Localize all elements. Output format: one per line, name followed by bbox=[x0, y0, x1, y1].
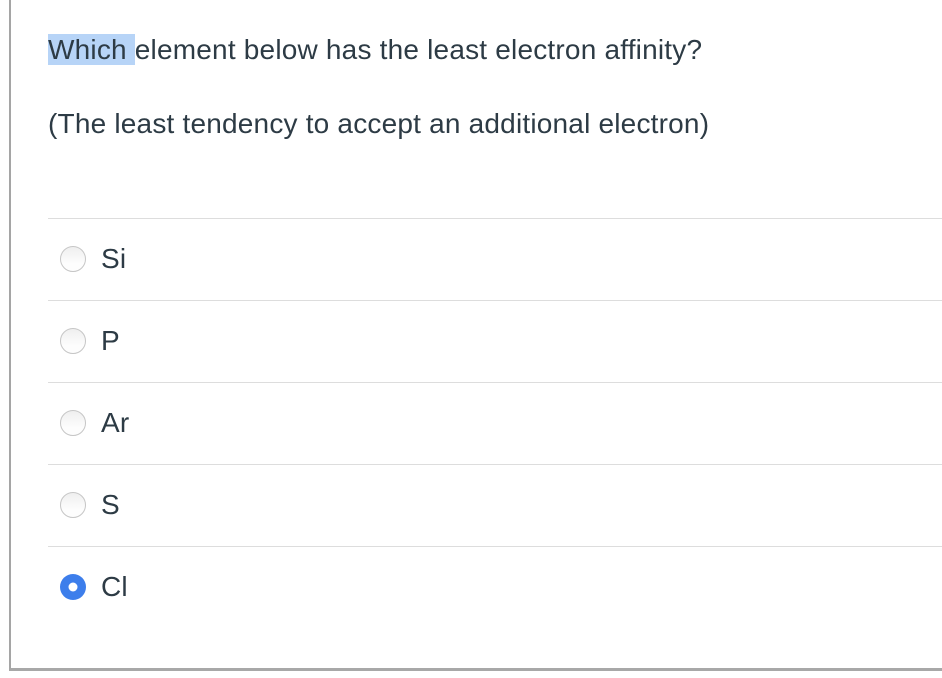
question-text: Which element below has the least electr… bbox=[48, 33, 702, 67]
radio-button[interactable] bbox=[60, 246, 86, 272]
answer-option-s[interactable]: S bbox=[11, 464, 942, 546]
quiz-question-panel: Which element below has the least electr… bbox=[9, 0, 942, 671]
answer-option-cl[interactable]: Cl bbox=[11, 546, 942, 628]
question-text-rest: element below has the least electron aff… bbox=[134, 34, 703, 65]
answer-option-p[interactable]: P bbox=[11, 300, 942, 382]
answer-option-si[interactable]: Si bbox=[11, 218, 942, 300]
option-label: Cl bbox=[101, 571, 128, 602]
selected-text-highlight: Which bbox=[48, 34, 135, 65]
option-label: S bbox=[101, 489, 120, 520]
radio-button[interactable] bbox=[60, 492, 86, 518]
answer-option-ar[interactable]: Ar bbox=[11, 382, 942, 464]
option-label: Ar bbox=[101, 407, 130, 438]
option-label: P bbox=[101, 325, 120, 356]
radio-button[interactable] bbox=[60, 328, 86, 354]
radio-button[interactable] bbox=[60, 410, 86, 436]
answer-options-list: Si P Ar S Cl bbox=[11, 218, 942, 628]
option-label: Si bbox=[101, 243, 127, 274]
question-subtext: (The least tendency to accept an additio… bbox=[48, 108, 710, 139]
radio-button-selected[interactable] bbox=[60, 574, 86, 600]
